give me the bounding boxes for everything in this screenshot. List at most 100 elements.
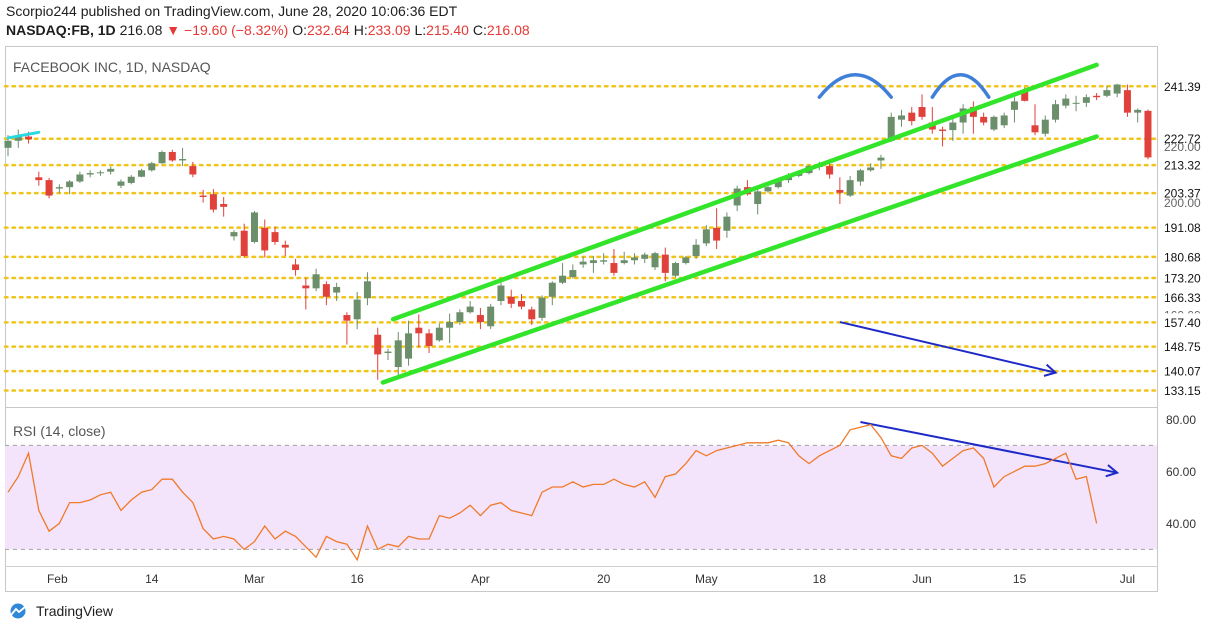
candle bbox=[969, 101, 977, 134]
price-tick-label: 173.20 bbox=[1164, 271, 1201, 285]
candle-body bbox=[96, 172, 104, 174]
rsi-band-fill bbox=[5, 445, 1157, 550]
down-arrow-price bbox=[839, 321, 1058, 377]
candle-body bbox=[774, 180, 782, 188]
candle-body bbox=[600, 260, 608, 262]
candle bbox=[846, 175, 854, 197]
candle bbox=[446, 313, 454, 344]
candle-body bbox=[250, 212, 258, 242]
candle-body bbox=[589, 260, 597, 264]
price-tick-label: 140.07 bbox=[1164, 365, 1201, 379]
candle-body bbox=[1103, 90, 1111, 96]
candle-body bbox=[949, 122, 957, 131]
low-label: L: bbox=[414, 22, 427, 38]
candle bbox=[754, 185, 762, 215]
candle bbox=[14, 129, 22, 148]
candle-body bbox=[692, 244, 700, 257]
candle bbox=[261, 219, 269, 258]
candle-body bbox=[908, 112, 916, 122]
candle bbox=[271, 226, 279, 245]
candle-body bbox=[179, 159, 187, 161]
candle-body bbox=[333, 286, 341, 293]
candle bbox=[1031, 104, 1039, 136]
time-tick-label: Jun bbox=[912, 572, 931, 586]
candle bbox=[702, 225, 710, 247]
candle-body bbox=[1041, 119, 1049, 134]
candle bbox=[579, 256, 587, 268]
candle bbox=[589, 256, 597, 273]
candle bbox=[877, 154, 885, 169]
candle-body bbox=[425, 333, 433, 346]
price-tick-label: 220.00 bbox=[1164, 140, 1201, 154]
open-label: O: bbox=[292, 22, 307, 38]
candle-body bbox=[569, 270, 577, 278]
candle bbox=[456, 309, 464, 325]
down-triangle-icon: ▼ bbox=[166, 22, 181, 38]
candle-body bbox=[538, 297, 546, 318]
candle-body bbox=[302, 285, 310, 289]
price-label-bg bbox=[1159, 362, 1215, 381]
time-axis: Feb 14 Mar 16 Apr 20 May 18 Jun 15 Jul bbox=[47, 572, 1135, 586]
candle-body bbox=[1031, 125, 1039, 133]
rsi-title: RSI (14, close) bbox=[13, 423, 106, 439]
candle-body bbox=[45, 180, 53, 196]
candle bbox=[250, 211, 258, 244]
price-label-bg bbox=[1159, 156, 1215, 175]
candle-body bbox=[682, 257, 690, 264]
price-tick-label: 148.75 bbox=[1164, 340, 1201, 354]
candle bbox=[1113, 83, 1121, 98]
candle-body bbox=[661, 254, 669, 273]
price-label-bg bbox=[1159, 288, 1215, 307]
candle bbox=[651, 251, 659, 271]
candle bbox=[76, 171, 84, 183]
time-tick-label: Apr bbox=[471, 572, 490, 586]
rsi-plot bbox=[7, 423, 1098, 562]
candle bbox=[179, 147, 187, 167]
candle-body bbox=[507, 296, 515, 304]
candle bbox=[518, 293, 525, 310]
candle bbox=[240, 223, 248, 258]
candle bbox=[661, 247, 669, 282]
candle bbox=[374, 327, 382, 380]
candle-body bbox=[754, 191, 762, 205]
candle bbox=[363, 272, 371, 306]
time-tick-label: Feb bbox=[47, 572, 68, 586]
candle-body bbox=[1123, 90, 1131, 113]
candle bbox=[1062, 94, 1070, 109]
symbol-info-line: NASDAQ:FB, 1D 216.08 ▼ −19.60 (−8.32%) O… bbox=[6, 22, 530, 38]
candle-body bbox=[1000, 115, 1008, 126]
candle-body bbox=[158, 152, 166, 164]
candle-body bbox=[4, 140, 12, 148]
candle-body bbox=[630, 257, 638, 261]
candle bbox=[189, 161, 197, 178]
candles bbox=[4, 83, 1152, 380]
candle-body bbox=[1144, 110, 1152, 158]
candle-body bbox=[651, 253, 659, 268]
candle-body bbox=[990, 116, 998, 130]
candle-body bbox=[846, 180, 854, 196]
candle bbox=[980, 112, 988, 126]
candle bbox=[322, 281, 330, 306]
candle bbox=[630, 253, 638, 265]
candle bbox=[466, 300, 474, 314]
candle bbox=[939, 126, 947, 147]
candle-body bbox=[107, 168, 115, 172]
candle bbox=[610, 248, 618, 276]
short-trend-line bbox=[6, 130, 41, 140]
candle bbox=[713, 208, 721, 249]
candle bbox=[856, 168, 864, 186]
candle-body bbox=[168, 152, 176, 161]
candle bbox=[538, 295, 546, 321]
candle bbox=[1082, 94, 1090, 108]
candle-body bbox=[497, 285, 505, 301]
arrow-shaft bbox=[860, 421, 1118, 474]
candle-body bbox=[836, 189, 844, 193]
price-tick-label: 157.40 bbox=[1164, 316, 1201, 330]
price-tick-label: 180.68 bbox=[1164, 250, 1201, 264]
candle-body bbox=[374, 334, 382, 355]
candle bbox=[1123, 84, 1131, 117]
candle bbox=[107, 166, 115, 175]
candle bbox=[127, 175, 135, 185]
